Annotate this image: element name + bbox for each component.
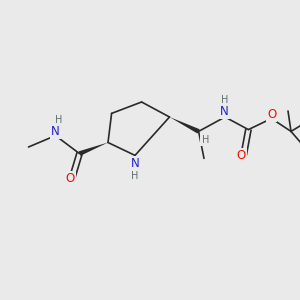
Text: N: N bbox=[130, 157, 140, 170]
Text: O: O bbox=[237, 149, 246, 162]
Text: H: H bbox=[131, 171, 139, 181]
Text: N: N bbox=[220, 105, 229, 118]
Text: O: O bbox=[267, 107, 276, 121]
Text: N: N bbox=[51, 124, 60, 138]
Text: O: O bbox=[66, 172, 75, 185]
Text: H: H bbox=[202, 135, 209, 145]
Text: H: H bbox=[56, 115, 63, 125]
Text: H: H bbox=[221, 94, 228, 105]
Polygon shape bbox=[169, 117, 200, 134]
Polygon shape bbox=[79, 142, 108, 156]
